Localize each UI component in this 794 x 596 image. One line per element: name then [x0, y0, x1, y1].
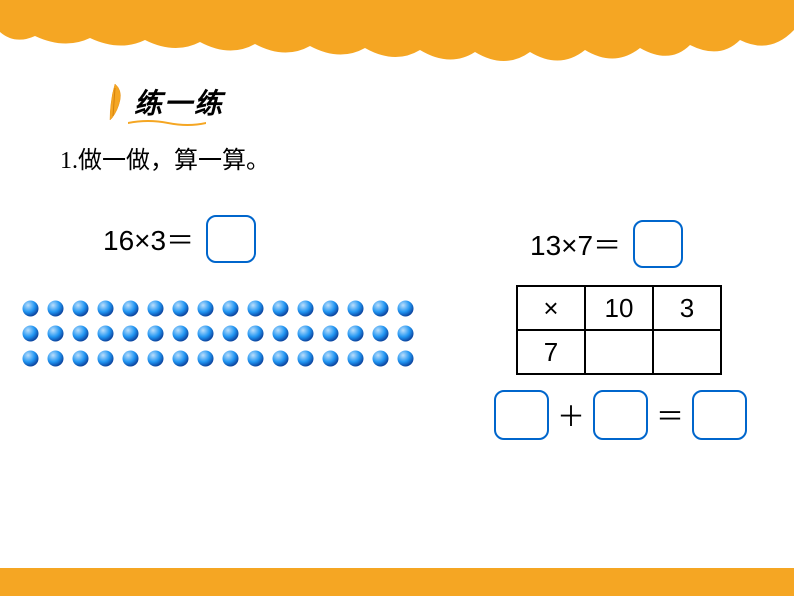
dot-icon	[322, 300, 339, 317]
dot-icon	[322, 325, 339, 342]
dot-icon	[22, 325, 39, 342]
dot-icon	[147, 300, 164, 317]
dot-icon	[197, 325, 214, 342]
dots-grid	[22, 300, 414, 375]
dot-icon	[47, 300, 64, 317]
dot-icon	[197, 350, 214, 367]
dot-icon	[272, 350, 289, 367]
answer-box-right[interactable]	[633, 220, 683, 268]
question-body: 做一做，算一算。	[78, 148, 270, 174]
dot-icon	[272, 300, 289, 317]
dot-icon	[347, 300, 364, 317]
dot-icon	[272, 325, 289, 342]
dot-icon	[247, 300, 264, 317]
table-cell-blank2[interactable]	[653, 330, 721, 374]
equation-right: 13×7＝	[530, 220, 683, 268]
mult-table: × 10 3 7	[516, 285, 722, 375]
dot-icon	[97, 300, 114, 317]
dots-row	[22, 325, 414, 342]
dot-icon	[47, 350, 64, 367]
equation-left-expr: 16×3＝	[103, 219, 194, 259]
feather-icon	[100, 82, 130, 122]
section-title: 练一练	[134, 82, 224, 122]
dot-icon	[72, 350, 89, 367]
table-cell-blank1[interactable]	[585, 330, 653, 374]
question-text: 1.做一做，算一算。	[60, 140, 270, 175]
dot-icon	[247, 350, 264, 367]
equation-right-expr: 13×7＝	[530, 224, 621, 264]
dot-icon	[372, 350, 389, 367]
dots-row	[22, 350, 414, 367]
table-row: × 10 3	[517, 286, 721, 330]
dot-icon	[122, 350, 139, 367]
dot-icon	[172, 300, 189, 317]
dot-icon	[397, 325, 414, 342]
addition-row: ＋ ＝	[494, 390, 747, 440]
dot-icon	[222, 300, 239, 317]
underline-brush	[128, 118, 206, 126]
dot-icon	[72, 325, 89, 342]
dot-icon	[347, 325, 364, 342]
dot-icon	[47, 325, 64, 342]
dot-icon	[397, 300, 414, 317]
dot-icon	[372, 325, 389, 342]
dot-icon	[372, 300, 389, 317]
dot-icon	[222, 350, 239, 367]
dot-icon	[297, 300, 314, 317]
dot-icon	[22, 300, 39, 317]
dot-icon	[172, 325, 189, 342]
dot-icon	[247, 325, 264, 342]
dot-icon	[147, 350, 164, 367]
section-header: 练一练	[100, 82, 224, 122]
table-cell-h1: 10	[585, 286, 653, 330]
table-cell-h2: 3	[653, 286, 721, 330]
dot-icon	[72, 300, 89, 317]
dot-icon	[397, 350, 414, 367]
dot-icon	[197, 300, 214, 317]
add-box-2[interactable]	[593, 390, 648, 440]
dot-icon	[122, 325, 139, 342]
dot-icon	[22, 350, 39, 367]
equals-sign: ＝	[656, 395, 684, 435]
plus-sign: ＋	[557, 395, 585, 435]
dot-icon	[172, 350, 189, 367]
dot-icon	[347, 350, 364, 367]
dot-icon	[322, 350, 339, 367]
table-cell-op: ×	[517, 286, 585, 330]
table-row: 7	[517, 330, 721, 374]
dot-icon	[147, 325, 164, 342]
dot-icon	[222, 325, 239, 342]
dot-icon	[97, 325, 114, 342]
dot-icon	[297, 350, 314, 367]
cloud-banner	[0, 0, 794, 75]
dot-icon	[297, 325, 314, 342]
question-number: 1.	[60, 148, 78, 174]
dot-icon	[122, 300, 139, 317]
add-box-1[interactable]	[494, 390, 549, 440]
dot-icon	[97, 350, 114, 367]
table-cell-r1: 7	[517, 330, 585, 374]
add-box-3[interactable]	[692, 390, 747, 440]
equation-left: 16×3＝	[103, 215, 256, 263]
answer-box-left[interactable]	[206, 215, 256, 263]
dots-row	[22, 300, 414, 317]
bottom-bar	[0, 564, 794, 596]
